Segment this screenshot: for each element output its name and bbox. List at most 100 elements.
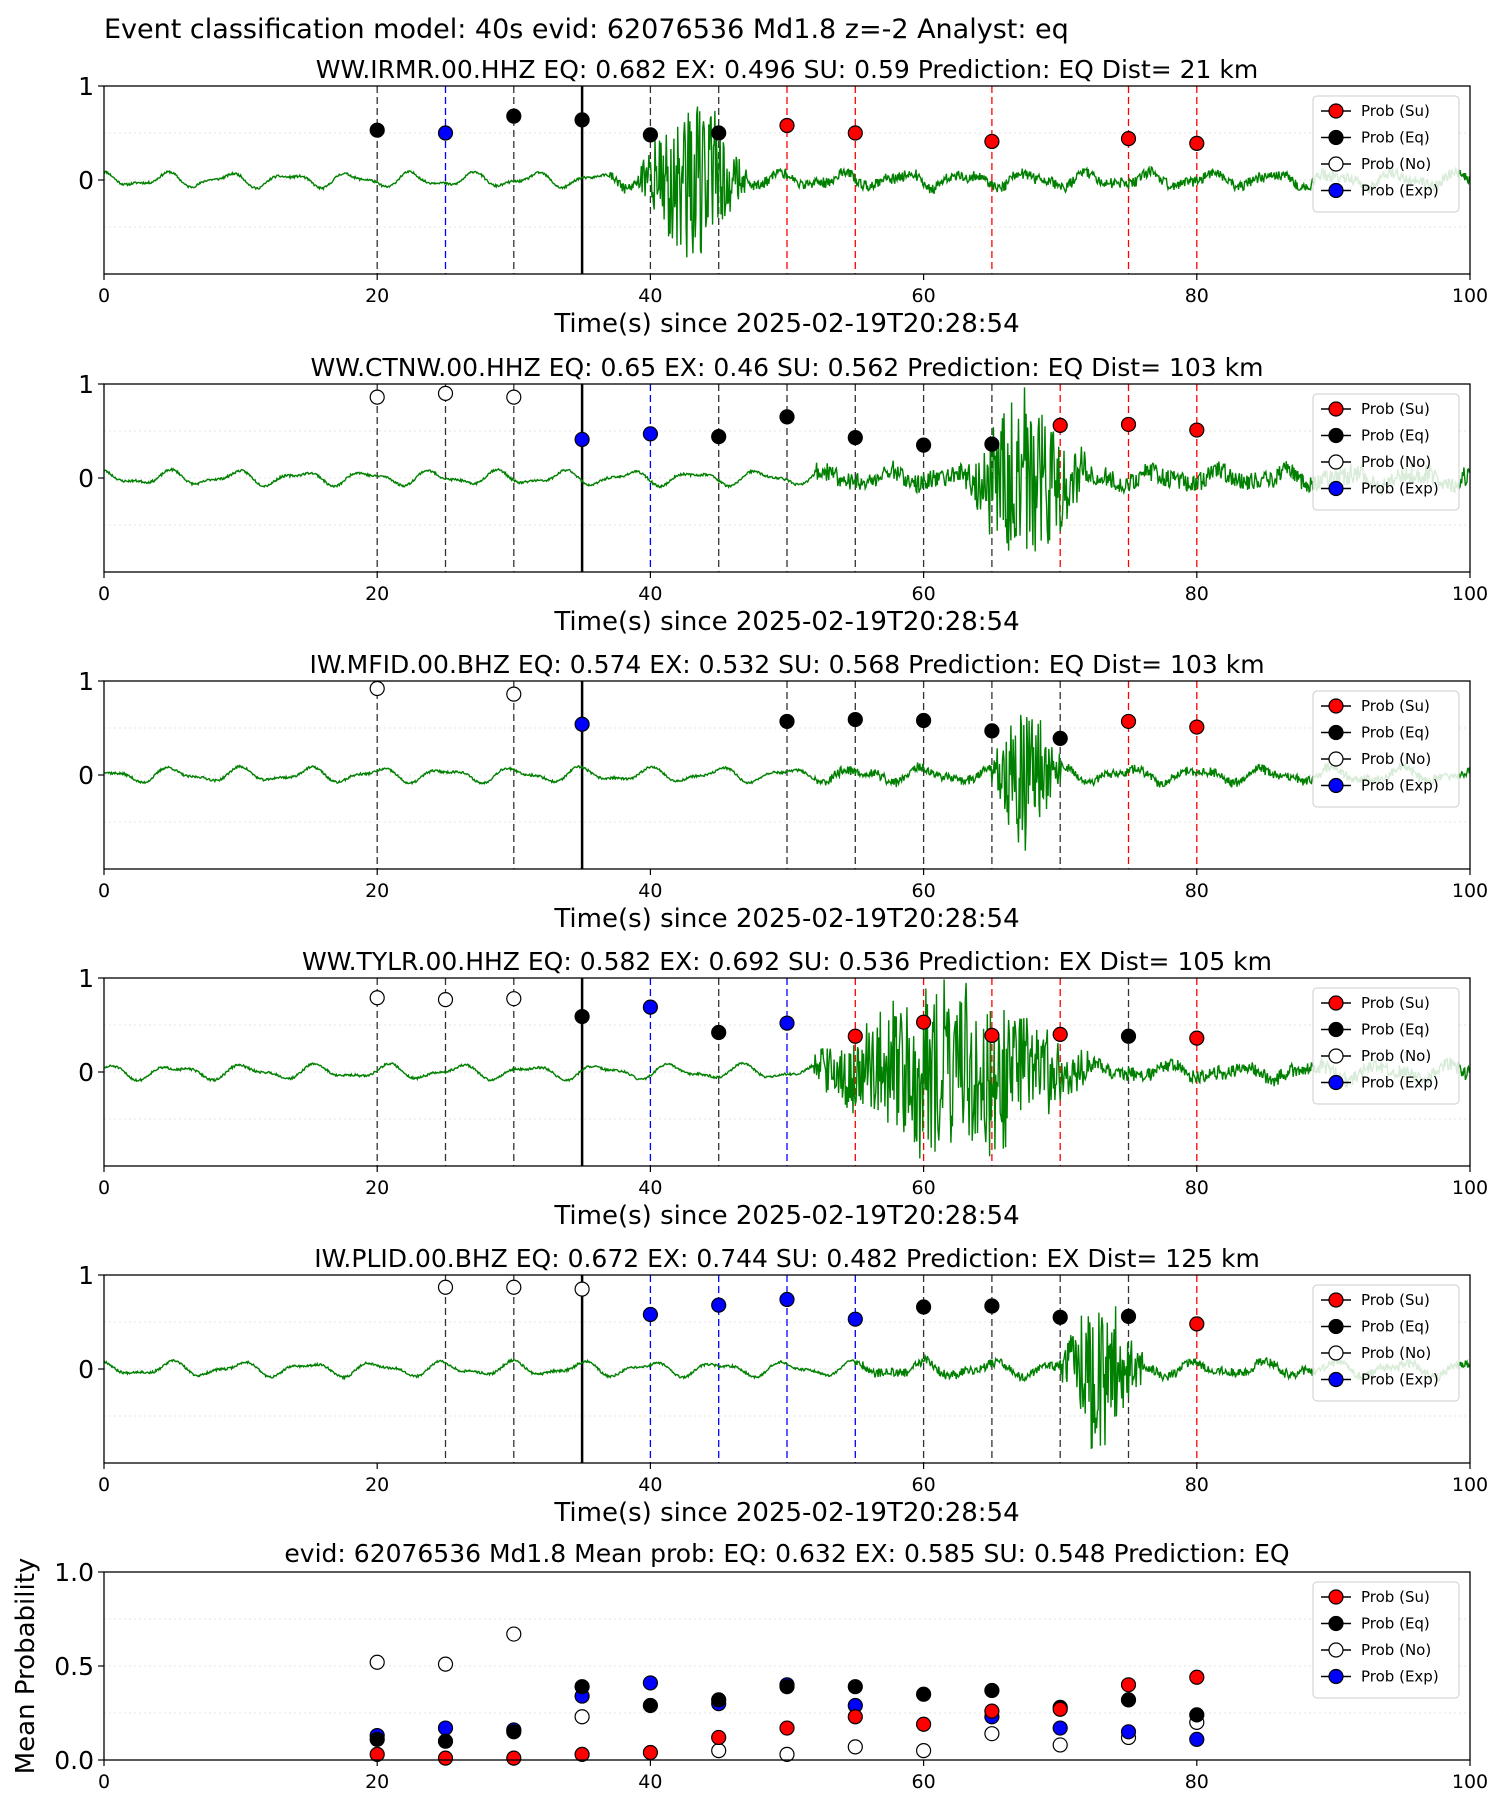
mean-point-su bbox=[984, 1703, 1000, 1719]
prob-point-eq bbox=[779, 713, 795, 730]
prob-point-eq bbox=[642, 127, 659, 143]
station-panel-4: WW.TYLR.00.HHZ EQ: 0.582 EX: 0.692 SU: 0… bbox=[78, 947, 1488, 1231]
prob-point-eq bbox=[1052, 1309, 1068, 1325]
prob-point-eq bbox=[506, 108, 522, 124]
y-tick-label: 1 bbox=[78, 1261, 94, 1290]
x-tick-label: 60 bbox=[912, 583, 936, 605]
station-panel-1: WW.IRMR.00.HHZ EQ: 0.682 EX: 0.496 SU: 0… bbox=[78, 55, 1488, 339]
legend-label-su: Prob (Su) bbox=[1361, 994, 1430, 1012]
prob-point-exp bbox=[642, 1306, 659, 1323]
prob-point-eq bbox=[574, 1008, 590, 1025]
panel-title: evid: 62076536 Md1.8 Mean prob: EQ: 0.63… bbox=[284, 1539, 1289, 1568]
prob-point-exp bbox=[642, 999, 659, 1015]
x-tick-label: 0 bbox=[98, 1474, 110, 1496]
mean-point-eq bbox=[574, 1679, 590, 1695]
prob-point-no bbox=[506, 1279, 522, 1295]
legend-label-no: Prob (No) bbox=[1361, 453, 1431, 471]
legend-label-no: Prob (No) bbox=[1361, 750, 1431, 768]
y-tick-label: 0 bbox=[78, 761, 94, 790]
prob-point-eq bbox=[984, 1298, 1000, 1314]
prob-point-no bbox=[369, 389, 385, 405]
prob-point-eq bbox=[984, 723, 1000, 739]
mean-point-exp bbox=[1052, 1720, 1068, 1736]
x-tick-label: 60 bbox=[912, 880, 936, 902]
mean-point-no bbox=[779, 1746, 795, 1762]
prob-point-su bbox=[1189, 135, 1205, 151]
prob-point-eq bbox=[847, 711, 863, 728]
x-tick-label: 60 bbox=[912, 285, 936, 307]
y-tick-label: 1 bbox=[78, 370, 94, 399]
mean-point-exp bbox=[437, 1720, 454, 1736]
x-tick-label: 0 bbox=[98, 1177, 110, 1199]
mean-point-eq bbox=[711, 1692, 727, 1708]
y-tick-label: 0 bbox=[78, 1355, 94, 1384]
mean-point-su bbox=[437, 1750, 454, 1766]
prob-point-su bbox=[1120, 416, 1137, 433]
waveform-trace bbox=[104, 106, 1470, 258]
prob-point-su bbox=[1189, 719, 1205, 735]
x-axis-label: Time(s) since 2025-02-19T20:28:54 bbox=[553, 1201, 1019, 1231]
prob-point-su bbox=[984, 1027, 1000, 1043]
station-panel-3: IW.MFID.00.BHZ EQ: 0.574 EX: 0.532 SU: 0… bbox=[78, 650, 1488, 934]
prob-point-eq bbox=[915, 437, 932, 453]
x-axis-label: Time(s) since 2025-02-19T20:28:54 bbox=[553, 309, 1019, 339]
x-tick-label: 100 bbox=[1452, 285, 1488, 307]
axes-frame bbox=[103, 977, 1471, 1167]
prob-point-eq bbox=[711, 429, 727, 445]
x-tick-label: 60 bbox=[912, 1771, 936, 1793]
prob-point-no bbox=[506, 991, 522, 1007]
prob-point-eq bbox=[915, 712, 932, 729]
y-tick-label: 0.0 bbox=[54, 1746, 94, 1775]
x-tick-label: 100 bbox=[1452, 1177, 1488, 1199]
prob-point-su bbox=[1120, 131, 1137, 147]
mean-point-eq bbox=[1120, 1692, 1137, 1708]
x-tick-label: 100 bbox=[1452, 880, 1488, 902]
legend-marker-exp bbox=[1328, 480, 1344, 497]
mean-probability-panel: evid: 62076536 Md1.8 Mean prob: EQ: 0.63… bbox=[11, 1539, 1488, 1793]
legend-label-eq: Prob (Eq) bbox=[1361, 427, 1430, 445]
legend-marker-no bbox=[1328, 454, 1344, 470]
x-tick-label: 100 bbox=[1452, 1771, 1488, 1793]
mean-point-eq bbox=[1189, 1707, 1205, 1723]
legend-label-no: Prob (No) bbox=[1361, 1047, 1431, 1065]
legend-label-exp: Prob (Exp) bbox=[1361, 777, 1439, 795]
mean-point-no bbox=[369, 1654, 385, 1670]
prob-point-no bbox=[369, 680, 385, 697]
x-axis-label: Time(s) since 2025-02-19T20:28:54 bbox=[553, 1498, 1019, 1528]
prob-point-eq bbox=[847, 429, 863, 446]
x-tick-label: 80 bbox=[1185, 583, 1209, 605]
legend-label-eq: Prob (Eq) bbox=[1361, 1615, 1430, 1633]
mean-point-exp bbox=[642, 1675, 659, 1691]
x-tick-label: 40 bbox=[638, 1771, 662, 1793]
prob-point-no bbox=[437, 1279, 454, 1295]
prob-point-eq bbox=[915, 1299, 932, 1315]
legend-marker-no bbox=[1328, 156, 1344, 172]
prob-point-eq bbox=[711, 125, 727, 141]
prob-point-eq bbox=[369, 122, 385, 138]
legend-marker-exp bbox=[1328, 1074, 1344, 1091]
legend-label-no: Prob (No) bbox=[1361, 1344, 1431, 1362]
legend-label-exp: Prob (Exp) bbox=[1361, 1371, 1439, 1389]
prob-point-exp bbox=[437, 125, 454, 141]
prob-point-eq bbox=[574, 112, 590, 128]
station-panel-2: WW.CTNW.00.HHZ EQ: 0.65 EX: 0.46 SU: 0.5… bbox=[78, 353, 1488, 637]
legend-label-su: Prob (Su) bbox=[1361, 102, 1430, 120]
x-tick-label: 40 bbox=[638, 880, 662, 902]
legend-label-eq: Prob (Eq) bbox=[1361, 724, 1430, 742]
legend-marker-exp bbox=[1328, 777, 1344, 794]
prob-point-no bbox=[369, 990, 385, 1006]
mean-point-exp bbox=[1120, 1724, 1137, 1740]
mean-point-eq bbox=[506, 1724, 522, 1740]
waveform-trace bbox=[104, 1306, 1470, 1450]
x-tick-label: 20 bbox=[365, 583, 389, 605]
x-tick-label: 20 bbox=[365, 1771, 389, 1793]
y-tick-label: 0 bbox=[78, 464, 94, 493]
x-tick-label: 40 bbox=[638, 583, 662, 605]
waveform-trace bbox=[104, 714, 1470, 851]
legend-marker-su bbox=[1328, 401, 1344, 417]
legend-marker-eq bbox=[1328, 129, 1344, 146]
prob-point-su bbox=[1189, 422, 1205, 438]
legend-label-exp: Prob (Exp) bbox=[1361, 480, 1439, 498]
x-tick-label: 40 bbox=[638, 1474, 662, 1496]
